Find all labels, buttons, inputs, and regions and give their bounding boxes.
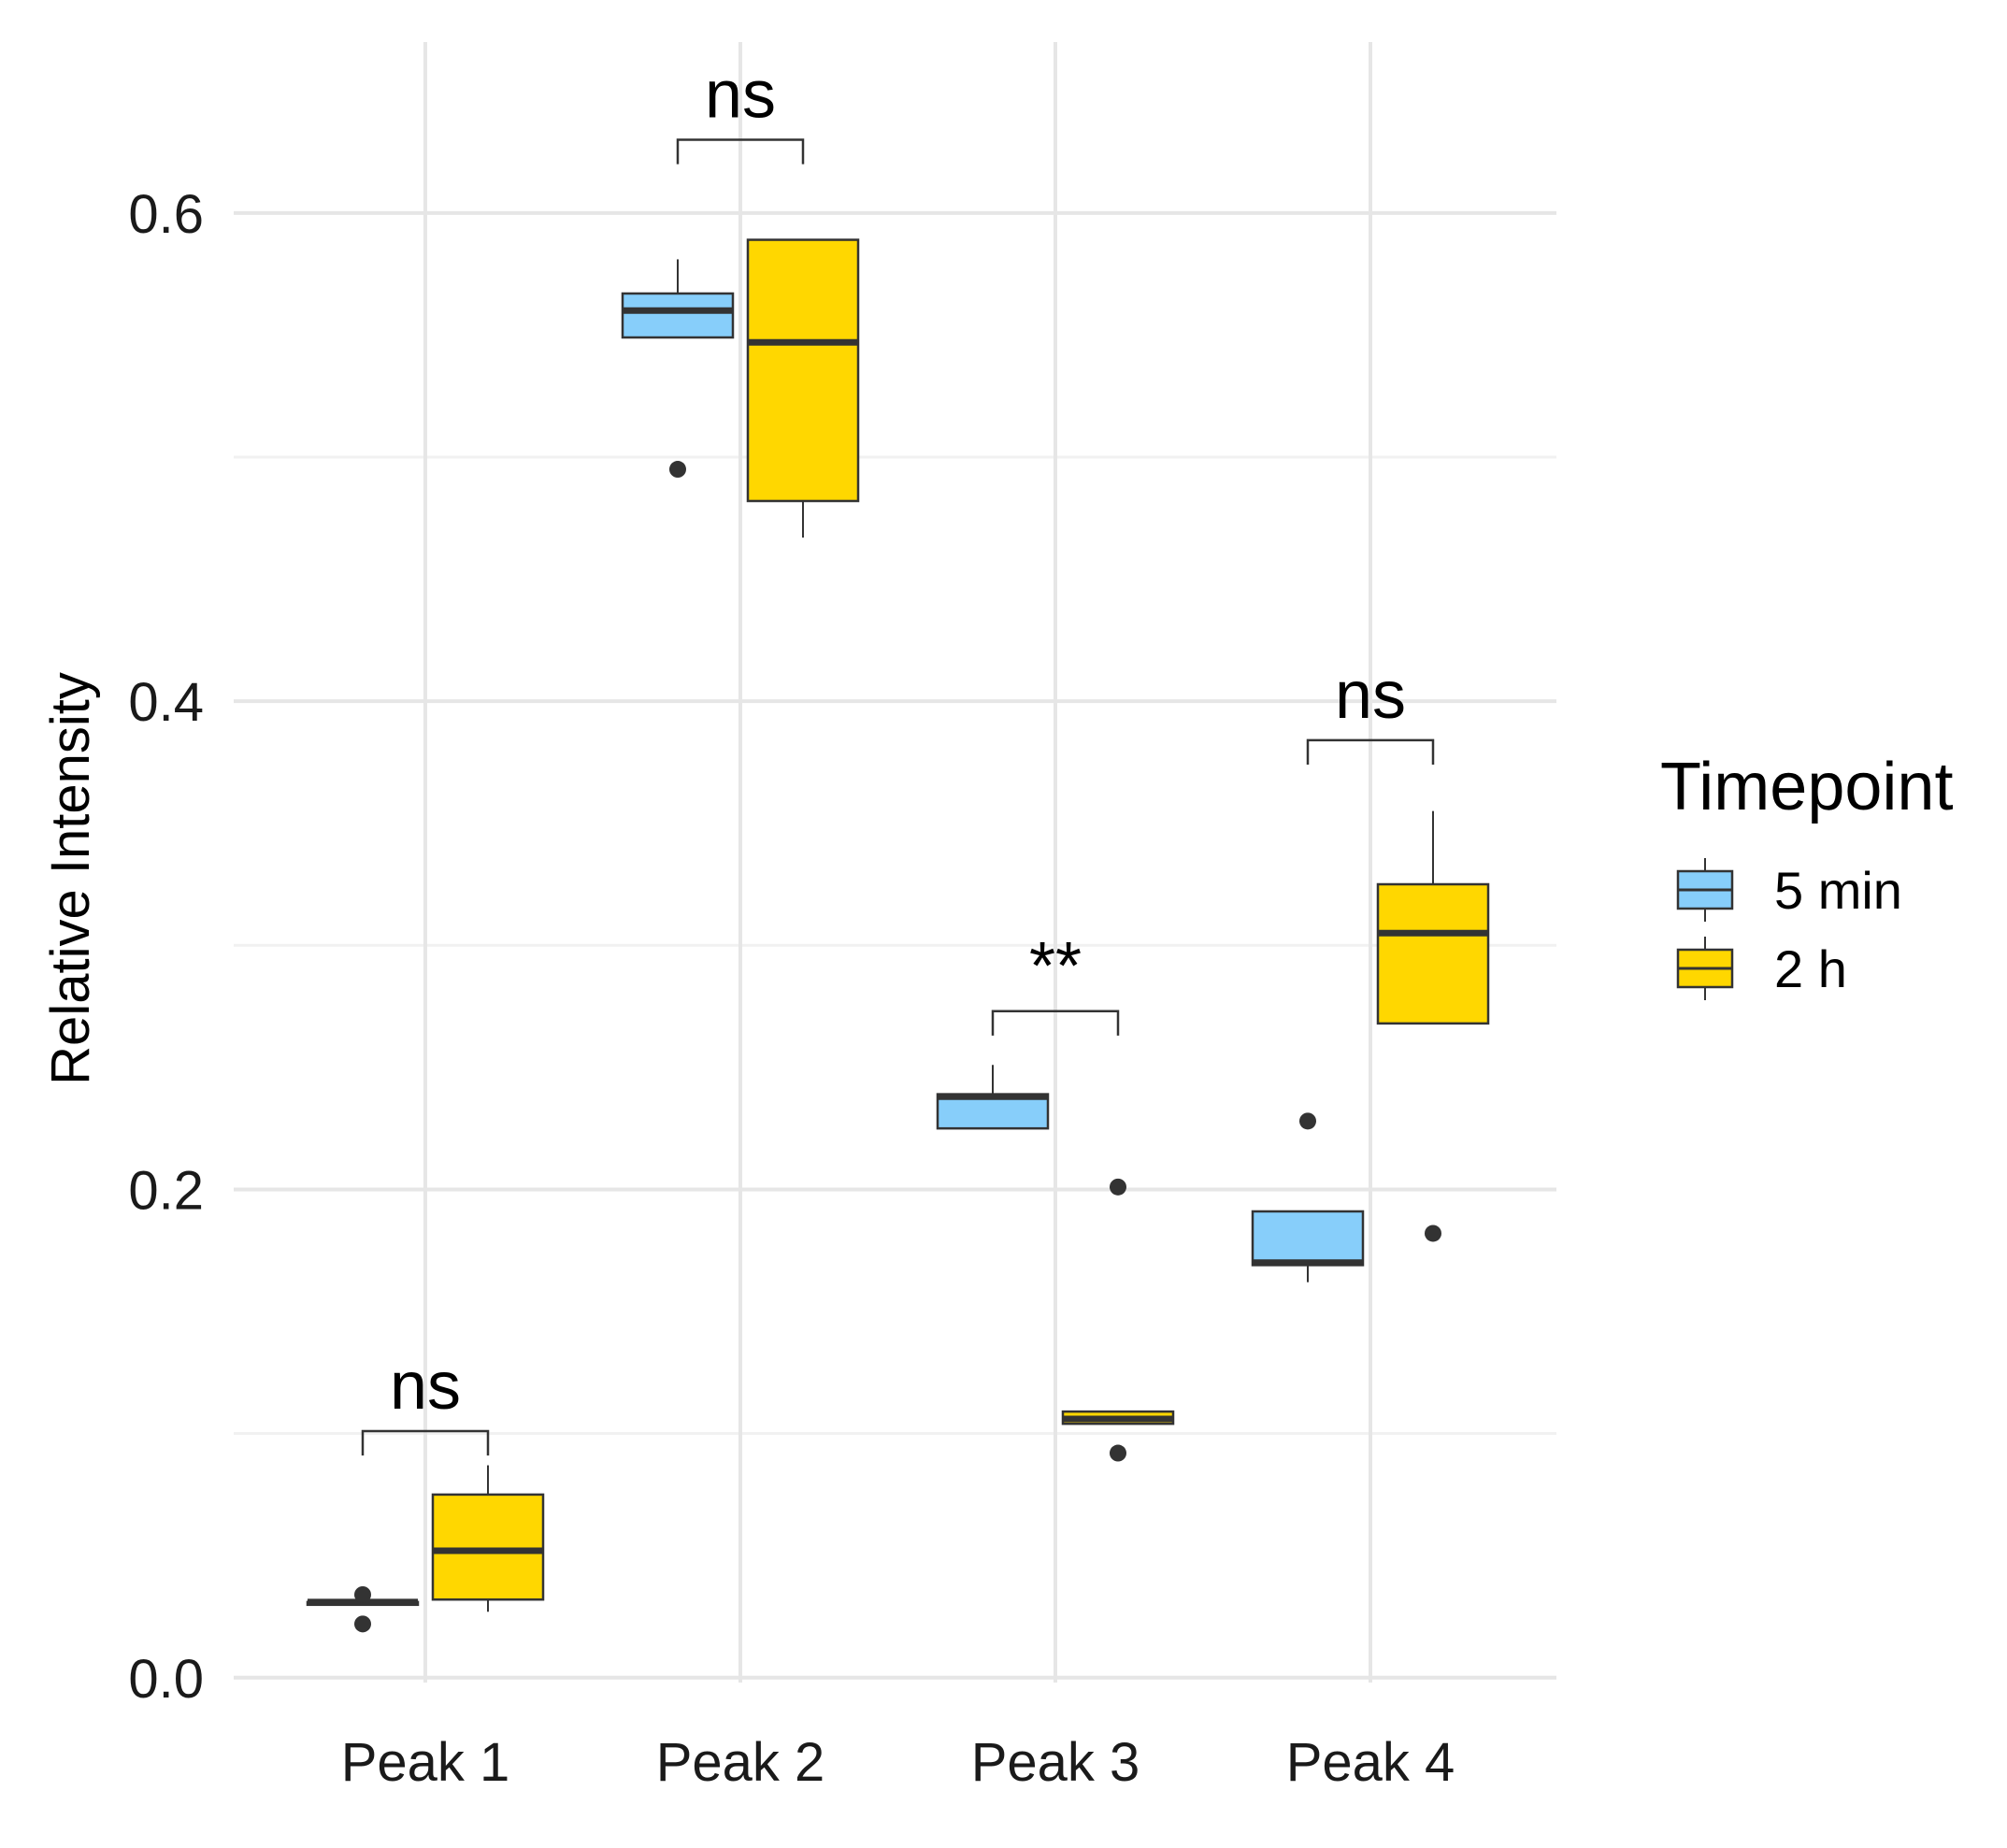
y-tick-label: 0.0	[128, 1649, 204, 1710]
box-body	[621, 292, 735, 339]
significance-bracket: **	[991, 929, 1120, 1036]
outlier-point	[1110, 1178, 1126, 1196]
box-body	[746, 238, 860, 503]
box-5-min-Peak-4	[1251, 1112, 1365, 1282]
outlier-point	[354, 1615, 371, 1633]
x-tick-label: Peak 4	[1286, 1732, 1455, 1793]
y-tick-label: 0.4	[128, 672, 204, 733]
significance-label: ns	[390, 1349, 461, 1424]
bracket-line	[676, 138, 805, 165]
box-2-h-Peak-2	[746, 238, 860, 538]
outlier-point	[1299, 1112, 1316, 1130]
legend: Timepoint 5 min 2 h	[1660, 750, 1953, 1000]
bracket-line	[361, 1429, 490, 1456]
y-tick-label: 0.6	[128, 184, 204, 245]
legend-entry: 2 h	[1676, 937, 1847, 1000]
x-tick-label: Peak 2	[656, 1732, 825, 1793]
significance-label: **	[1029, 929, 1082, 1004]
box-body	[1251, 1210, 1365, 1267]
significance-annotations: ns ns ** ns	[361, 57, 1435, 1456]
box-5-min-Peak-2	[621, 259, 735, 479]
y-axis-title: Relative Intensity	[40, 672, 101, 1085]
box-5-min-Peak-3	[936, 1065, 1050, 1130]
significance-label: ns	[705, 57, 776, 132]
x-axis-ticks: Peak 1 Peak 2 Peak 3 Peak 4	[341, 1732, 1455, 1793]
box-5-min-Peak-1	[306, 1585, 420, 1633]
legend-entry: 5 min	[1676, 858, 1902, 922]
x-tick-label: Peak 1	[341, 1732, 510, 1793]
outlier-point	[1425, 1225, 1441, 1242]
significance-label: ns	[1335, 658, 1406, 733]
outlier-point	[1110, 1444, 1126, 1462]
box-2-h-Peak-4	[1376, 810, 1490, 1242]
legend-title: Timepoint	[1660, 750, 1953, 824]
y-tick-label: 0.2	[128, 1160, 204, 1221]
grid-lines	[234, 42, 1556, 1683]
bracket-line	[1306, 738, 1435, 766]
y-axis-ticks: 0.0 0.2 0.4 0.6	[128, 184, 204, 1710]
box-2-h-Peak-1	[431, 1465, 545, 1612]
x-tick-label: Peak 3	[971, 1732, 1140, 1793]
box-body	[431, 1493, 545, 1601]
bracket-line	[991, 1010, 1120, 1036]
box-marks	[306, 238, 1490, 1633]
legend-label: 2 h	[1774, 939, 1847, 998]
significance-bracket: ns	[1306, 658, 1435, 766]
outlier-point	[354, 1585, 371, 1603]
significance-bracket: ns	[676, 57, 805, 165]
box-body	[1376, 882, 1490, 1025]
box-2-h-Peak-3	[1061, 1178, 1175, 1462]
legend-label: 5 min	[1774, 861, 1902, 920]
outlier-point	[669, 461, 686, 479]
significance-bracket: ns	[361, 1349, 490, 1456]
